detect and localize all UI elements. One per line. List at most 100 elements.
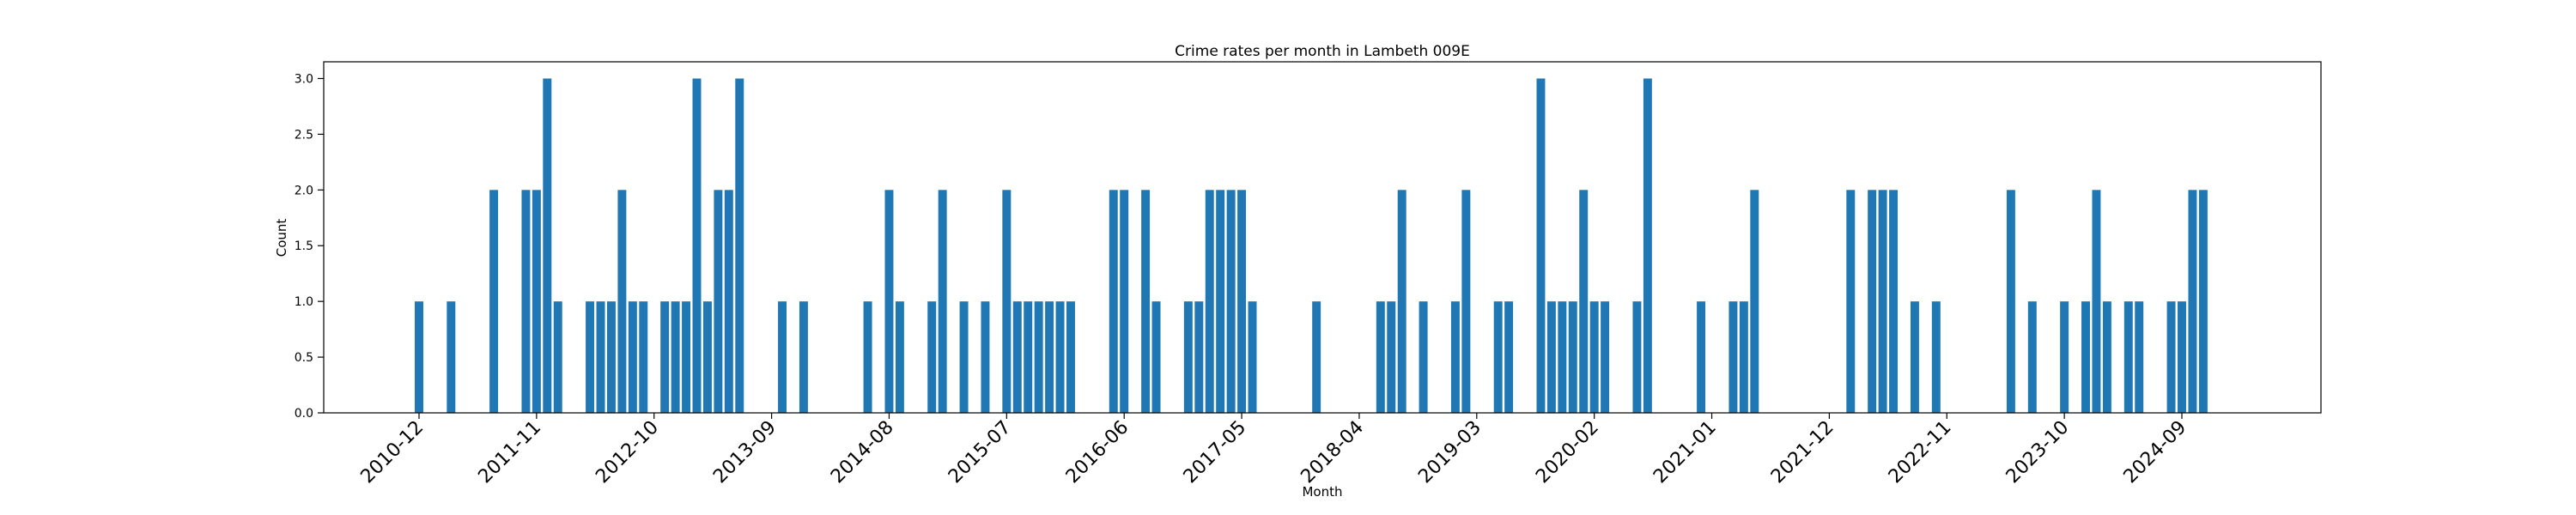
bar-2015-10 — [1034, 301, 1043, 413]
bar-2022-06 — [1889, 190, 1899, 413]
y-axis-label: Count — [274, 219, 289, 258]
bar-2022-08 — [1910, 301, 1919, 413]
bar-2012-04 — [586, 301, 595, 413]
bar-2015-07 — [1002, 190, 1012, 413]
bar-2012-09 — [639, 301, 648, 413]
y-tick-label: 0.5 — [295, 351, 313, 365]
bar-2019-02 — [1461, 190, 1471, 413]
bar-2018-08 — [1397, 190, 1406, 413]
bar-2019-10 — [1546, 301, 1556, 413]
bar-2019-06 — [1504, 301, 1514, 413]
bar-2020-01 — [1579, 190, 1589, 413]
bar-2017-06 — [1248, 301, 1257, 413]
y-axis: 0.0 0.5 1.0 1.5 2.0 2.5 3.0 — [295, 72, 324, 421]
x-tick-label: 2024-09 — [2120, 417, 2191, 488]
x-tick-label: 2016-06 — [1062, 417, 1133, 488]
bar-2014-12 — [927, 301, 937, 413]
bar-2016-08 — [1141, 190, 1151, 413]
bar-2014-08 — [884, 190, 894, 413]
x-tick-label: 2022-11 — [1885, 417, 1956, 488]
bar-2024-09 — [2178, 301, 2186, 413]
bar-2015-09 — [1024, 301, 1033, 413]
bar-2017-12 — [1312, 301, 1321, 413]
bar-2014-06 — [863, 301, 872, 413]
bar-2020-02 — [1589, 301, 1599, 413]
bar-2013-01 — [682, 301, 691, 413]
x-tick-label: 2021-01 — [1649, 417, 1721, 488]
chart-title: Crime rates per month in Lambeth 009E — [1175, 43, 1470, 60]
y-tick-label: 1.5 — [295, 239, 313, 253]
bar-2017-02 — [1205, 190, 1214, 413]
bar-2024-08 — [2166, 301, 2176, 413]
x-tick-label: 2023-10 — [2002, 417, 2074, 488]
bar-2013-04 — [714, 190, 723, 413]
x-tick-label: 2012-10 — [592, 417, 663, 488]
bar-2019-01 — [1450, 301, 1460, 413]
bar-2019-12 — [1568, 301, 1577, 413]
bar-2012-07 — [617, 190, 627, 413]
bar-2012-06 — [606, 301, 616, 413]
bar-2016-05 — [1109, 190, 1118, 413]
y-tick-label: 2.5 — [295, 128, 313, 142]
bar-2020-06 — [1632, 301, 1642, 413]
bar-2024-10 — [2188, 190, 2197, 413]
bar-2022-04 — [1868, 190, 1877, 413]
bars-group — [415, 78, 2208, 413]
x-tick-label: 2011-11 — [474, 417, 545, 488]
bar-2017-05 — [1237, 190, 1247, 413]
x-axis-label: Month — [1302, 484, 1342, 500]
bar-2013-10 — [778, 301, 787, 413]
bar-2017-04 — [1226, 190, 1236, 413]
bar-2023-10 — [2060, 301, 2069, 413]
x-tick-label: 2010-12 — [357, 417, 428, 488]
bar-2012-11 — [660, 301, 670, 413]
x-tick-label: 2021-12 — [1767, 417, 1838, 488]
bar-2022-05 — [1878, 190, 1887, 413]
bar-2023-07 — [2027, 301, 2037, 413]
x-tick-label: 2015-07 — [945, 417, 1016, 488]
bar-2021-05 — [1750, 190, 1759, 413]
bar-2013-12 — [799, 301, 808, 413]
bar-2013-05 — [724, 190, 733, 413]
x-tick-label: 2018-04 — [1297, 417, 1368, 488]
bar-2021-04 — [1739, 301, 1748, 413]
bar-2020-07 — [1643, 78, 1652, 413]
bar-2020-03 — [1601, 301, 1610, 413]
bar-2016-01 — [1066, 301, 1075, 413]
x-tick-label: 2020-02 — [1532, 417, 1603, 488]
bar-2011-10 — [521, 190, 531, 413]
bar-2015-08 — [1012, 301, 1022, 413]
bar-2018-07 — [1387, 301, 1396, 413]
x-tick-label: 2013-09 — [709, 417, 781, 488]
bar-2018-10 — [1419, 301, 1428, 413]
bar-2022-10 — [1931, 301, 1941, 413]
bar-2014-09 — [895, 301, 904, 413]
bar-2015-05 — [981, 301, 990, 413]
y-tick-label: 0.0 — [295, 407, 313, 421]
bar-2021-03 — [1728, 301, 1738, 413]
bar-2012-12 — [671, 301, 680, 413]
bar-2024-02 — [2102, 301, 2111, 413]
bar-2012-08 — [628, 301, 637, 413]
bar-2024-04 — [2123, 301, 2133, 413]
bar-2019-11 — [1558, 301, 1567, 413]
bar-2016-06 — [1120, 190, 1129, 413]
x-tick-label: 2019-03 — [1414, 417, 1485, 488]
bar-2019-09 — [1536, 78, 1546, 413]
x-axis: 2010-12 2011-11 2012-10 2013-09 2014-08 2015-… — [357, 413, 2191, 488]
bar-2012-01 — [553, 301, 562, 413]
bar-2023-12 — [2081, 301, 2090, 413]
bar-2018-06 — [1376, 301, 1385, 413]
bar-2013-06 — [735, 78, 744, 413]
bar-2011-03 — [447, 301, 456, 413]
bar-2019-05 — [1493, 301, 1503, 413]
y-tick-label: 1.0 — [295, 295, 313, 309]
bar-2023-05 — [2006, 190, 2015, 413]
bar-2011-12 — [543, 78, 552, 413]
y-tick-label: 2.0 — [295, 184, 313, 197]
bar-2024-11 — [2198, 190, 2208, 413]
bar-2017-03 — [1216, 190, 1225, 413]
bar-2016-12 — [1183, 301, 1193, 413]
bar-2015-03 — [959, 301, 969, 413]
